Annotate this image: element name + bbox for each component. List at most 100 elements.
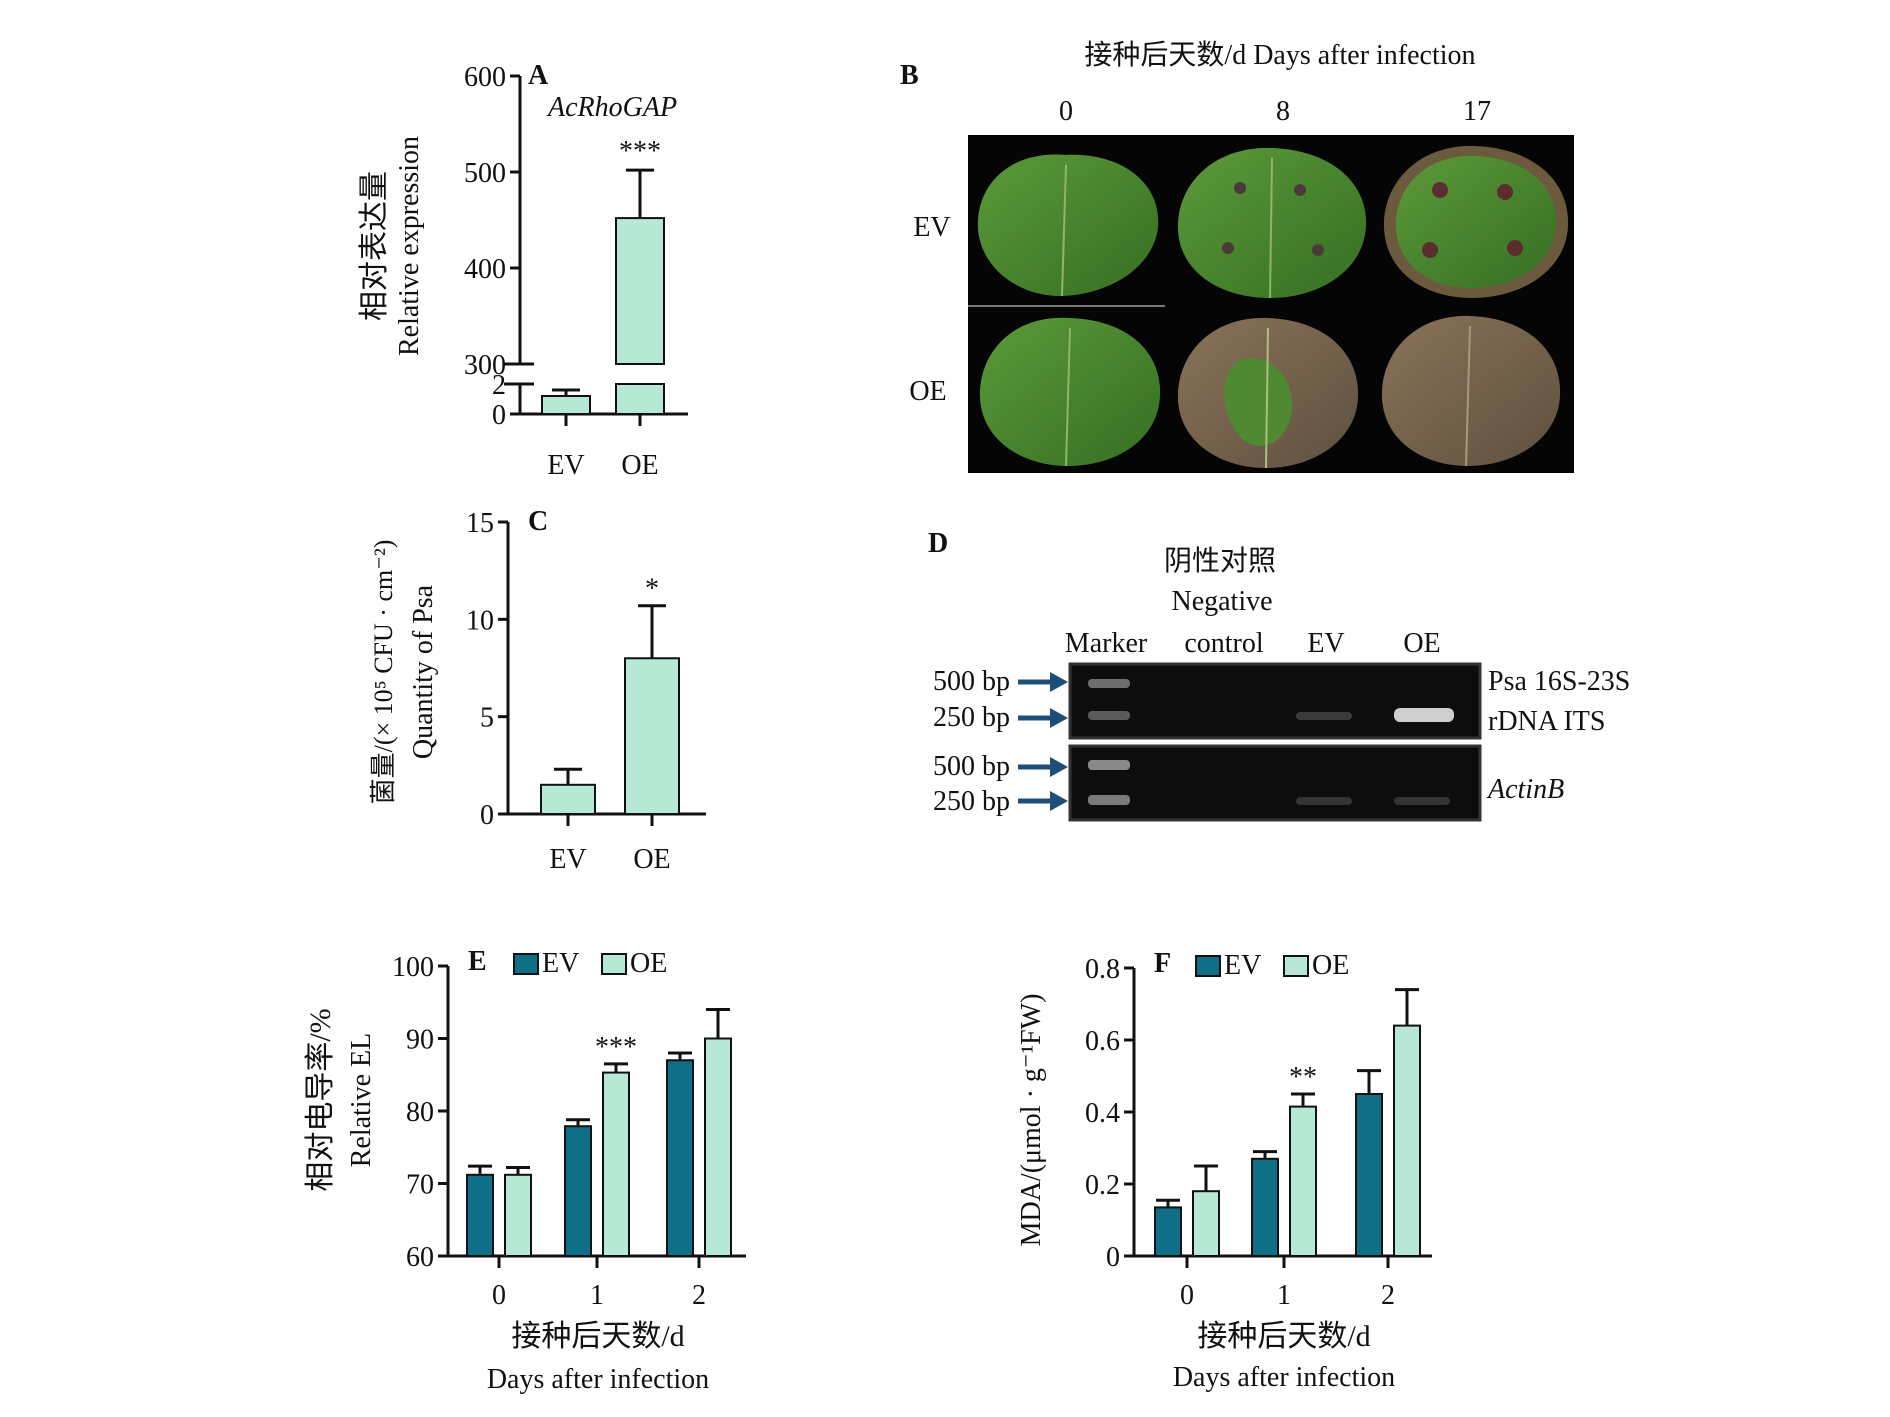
- e-legend-label-EV: EV: [542, 948, 579, 979]
- marker-250-bottom: 250 bp: [933, 786, 1010, 817]
- e-ytick-label-80: 80: [406, 1097, 434, 1128]
- f-ytick-label-0.8: 0.8: [1085, 954, 1120, 985]
- panel-b-header: 接种后天数/d Days after infection: [1084, 39, 1475, 71]
- leaf-ev-day8: [1177, 147, 1367, 299]
- e-legend-swatch-EV: [513, 953, 539, 975]
- c-ytick-label-0: 0: [480, 800, 494, 831]
- a-ytick-label-600: 600: [464, 62, 506, 93]
- f-ytick-label-0: 0: [1106, 1242, 1120, 1273]
- f-ytick-label-0.6: 0.6: [1085, 1026, 1120, 1057]
- leaf-oe-day17: [1381, 315, 1561, 467]
- panel-e-ylabel-en: Relative EL: [346, 1033, 377, 1168]
- e-legend-label-OE: OE: [630, 948, 667, 979]
- panel-e-xlabel-cn: 接种后天数/d: [511, 1320, 684, 1353]
- a-bar-OE-break-gap: [614, 366, 666, 382]
- gel-top-label-1: Psa 16S-23S: [1488, 666, 1630, 697]
- panel-f-xlabel-cn: 接种后天数/d: [1197, 1320, 1370, 1353]
- f-xtick-label-2: 2: [1381, 1280, 1395, 1311]
- a-ytick-label-2: 2: [492, 370, 506, 401]
- a-ytick-label-500: 500: [464, 158, 506, 189]
- c-xtick-label-OE: OE: [633, 844, 670, 875]
- panel-e-chart: 60 70 80 90 100 0 1 *** 2 EV OE: [392, 948, 746, 1311]
- panel-d: D 阴性对照 Negative Marker control EV OE 500…: [928, 528, 1630, 822]
- gel-top-marker-band-250: [1088, 711, 1130, 720]
- a-xtick-label-OE: OE: [621, 450, 658, 481]
- panel-b-day-17: 17: [1463, 96, 1491, 127]
- a-bar-OE-upper: [615, 217, 665, 365]
- e-bar-EV-1: [564, 1125, 592, 1257]
- f-bar-OE-0: [1192, 1190, 1220, 1257]
- leaf-ev-day17: [1383, 145, 1569, 298]
- panel-f-xlabel-en: Days after infection: [1173, 1362, 1395, 1393]
- gel-lane-oe: OE: [1403, 628, 1440, 659]
- panel-c-chart: 0 5 10 15 EV * OE: [466, 508, 706, 875]
- e-ytick-label-100: 100: [392, 952, 434, 983]
- e-ytick-label-70: 70: [406, 1170, 434, 1201]
- gel-bottom-ev-band: [1296, 797, 1352, 805]
- f-legend-swatch-EV: [1195, 955, 1221, 977]
- panel-f-ylabel: MDA/(μmol · g⁻¹FW): [1016, 994, 1047, 1247]
- gel-bottom-marker-band-500: [1088, 760, 1130, 770]
- panel-f-chart: 0 0.2 0.4 0.6 0.8 0 1 ** 2 EV OE: [1085, 950, 1432, 1311]
- f-bar-EV-1: [1251, 1157, 1279, 1258]
- panel-c-ylabel-cn: 菌量/(× 10⁵ CFU · cm⁻²): [369, 540, 398, 805]
- leaf-oe-day0: [979, 317, 1161, 467]
- panel-f: F MDA/(μmol · g⁻¹FW) 接种后天数/d Days after …: [1016, 948, 1432, 1393]
- marker-500-top: 500 bp: [933, 666, 1010, 697]
- gel-top-oe-band: [1394, 708, 1454, 722]
- e-bar-OE-0: [504, 1173, 532, 1258]
- panel-c: C 菌量/(× 10⁵ CFU · cm⁻²) Quantity of Psa …: [369, 506, 706, 875]
- panel-a-ylabel-cn: 相对表达量: [358, 171, 391, 321]
- c-ytick-label-5: 5: [480, 703, 494, 734]
- e-significance-1: ***: [595, 1032, 637, 1063]
- f-bar-EV-2: [1355, 1093, 1383, 1257]
- leaf-ev-day0: [977, 154, 1159, 297]
- panel-b-row-oe: OE: [909, 376, 946, 407]
- gel-top-label-2: rDNA ITS: [1488, 706, 1605, 737]
- gel-bottom-label: ActinB: [1486, 774, 1564, 805]
- f-xtick-label-1: 1: [1277, 1280, 1291, 1311]
- panel-b-letter: B: [900, 60, 919, 91]
- gel-bottom-marker-band-250: [1088, 795, 1130, 805]
- gel-bottom-oe-band: [1394, 797, 1450, 805]
- f-significance-1: **: [1289, 1062, 1317, 1093]
- panel-c-letter: C: [528, 506, 548, 537]
- f-legend-label-EV: EV: [1224, 950, 1261, 981]
- e-bar-EV-2: [666, 1059, 694, 1257]
- panel-a-gene-title: AcRhoGAP: [546, 92, 677, 123]
- panel-d-neg-cn: 阴性对照: [1164, 545, 1276, 577]
- gel-lane-marker: Marker: [1065, 628, 1148, 659]
- f-bar-OE-1: [1289, 1105, 1317, 1257]
- gel-lane-ev: EV: [1307, 628, 1344, 659]
- e-bar-OE-1: [602, 1071, 630, 1257]
- e-ytick-label-90: 90: [406, 1025, 434, 1056]
- e-xtick-label-0: 0: [492, 1280, 506, 1311]
- leaf-oe-day8: [1177, 317, 1359, 469]
- a-ytick-label-0: 0: [492, 400, 506, 431]
- e-legend-swatch-OE: [601, 953, 627, 975]
- a-ytick-label-400: 400: [464, 254, 506, 285]
- panel-e-letter: E: [468, 946, 487, 977]
- a-bar-OE-lower: [615, 383, 665, 415]
- e-bar-EV-0: [466, 1173, 494, 1258]
- gel-top-marker-band-500: [1088, 679, 1130, 688]
- f-bar-EV-0: [1154, 1206, 1182, 1258]
- panel-c-ylabel-en: Quantity of Psa: [408, 584, 439, 759]
- panel-e-ylabel-cn: 相对电导率/%: [304, 1008, 337, 1191]
- c-xtick-label-EV: EV: [549, 844, 586, 875]
- e-xtick-label-2: 2: [692, 1280, 706, 1311]
- a-significance-OE: ***: [619, 136, 661, 167]
- panel-f-letter: F: [1154, 948, 1171, 979]
- f-xtick-label-0: 0: [1180, 1280, 1194, 1311]
- panel-b: B 接种后天数/d Days after infection 0 8 17 EV…: [900, 39, 1574, 473]
- panel-b-day-0: 0: [1059, 96, 1073, 127]
- a-bar-EV: [541, 395, 591, 415]
- e-ytick-label-60: 60: [406, 1242, 434, 1273]
- panel-a: A AcRhoGAP 相对表达量 Relative expression 023…: [358, 60, 688, 481]
- c-significance-OE: *: [645, 574, 659, 605]
- f-legend-label-OE: OE: [1312, 950, 1349, 981]
- e-xtick-label-1: 1: [590, 1280, 604, 1311]
- gel-top: [1068, 662, 1482, 740]
